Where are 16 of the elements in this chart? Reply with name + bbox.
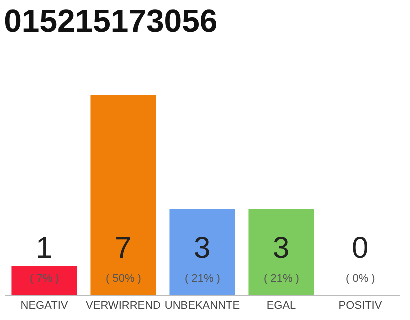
- chart-title: 015215173056: [4, 3, 218, 39]
- data-label: 3: [194, 232, 211, 265]
- annotation: ( 0% ): [346, 273, 376, 285]
- x-tick-label: UNBEKANNTE: [164, 300, 240, 312]
- x-tick-label: VERWIRREND: [86, 300, 162, 312]
- annotation: ( 21% ): [264, 273, 300, 285]
- annotation: ( 50% ): [106, 273, 142, 285]
- data-label: 7: [115, 232, 132, 265]
- x-tick-label: EGAL: [266, 300, 296, 312]
- data-label: 0: [352, 232, 369, 265]
- data-label: 3: [273, 232, 290, 265]
- x-tick-label: NEGATIV: [20, 300, 69, 312]
- annotation: ( 21% ): [185, 273, 220, 285]
- data-label: 1: [36, 232, 53, 265]
- annotation: ( 7% ): [30, 273, 60, 285]
- x-tick-label: POSITIV: [338, 300, 383, 312]
